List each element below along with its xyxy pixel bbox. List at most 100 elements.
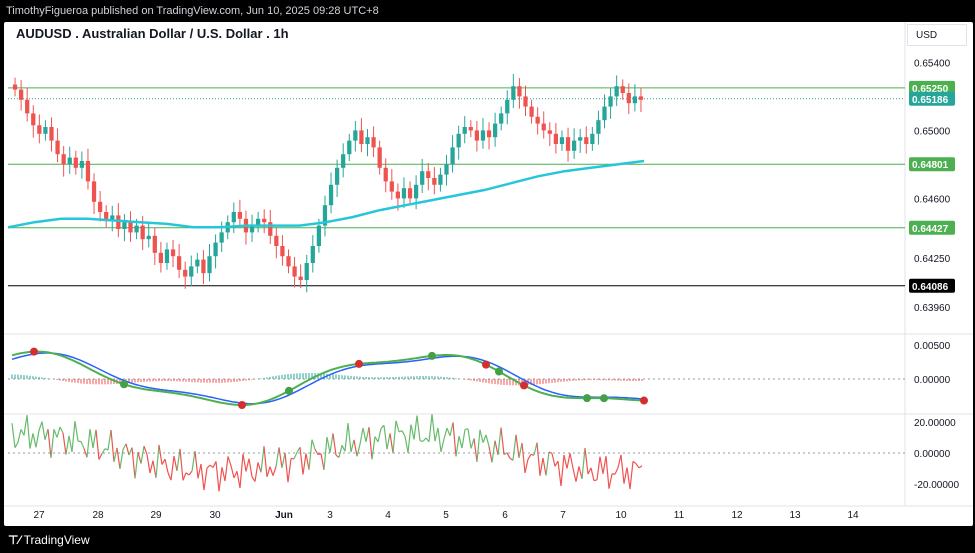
- time-tick-label: 28: [92, 510, 104, 521]
- osc-line-segment: [356, 444, 361, 457]
- candle-body: [413, 184, 419, 199]
- osc-line-segment: [50, 429, 55, 458]
- candle-body: [420, 171, 425, 185]
- candle-body: [505, 99, 510, 114]
- osc-line-segment: [101, 448, 106, 454]
- osc-line-segment: [497, 427, 502, 456]
- osc-line-segment: [431, 414, 436, 442]
- candle-body: [31, 113, 36, 126]
- currency-selector[interactable]: USD: [907, 24, 967, 46]
- brand-bar: ⊤⁄ TradingView: [0, 527, 975, 553]
- osc-line-segment: [626, 467, 631, 489]
- osc-line-segment: [305, 453, 310, 470]
- candle-body: [195, 259, 200, 267]
- candle-body: [219, 232, 224, 243]
- candle-body: [529, 106, 534, 117]
- osc-line-segment: [188, 470, 193, 476]
- osc-line-segment: [617, 454, 622, 468]
- macd-cross-up-marker: [495, 367, 503, 376]
- osc-line-segment: [59, 426, 64, 434]
- candle-body: [578, 137, 583, 141]
- publisher-bar: TimothyFigueroa published on TradingView…: [0, 0, 975, 22]
- osc-line-segment: [173, 456, 178, 472]
- time-tick-label: 29: [150, 510, 162, 521]
- candle-body: [371, 137, 376, 148]
- osc-line-segment: [452, 422, 457, 457]
- candle-body: [499, 113, 504, 124]
- osc-line-segment: [56, 426, 61, 438]
- candle-body: [474, 130, 480, 141]
- candle-body: [492, 123, 498, 138]
- osc-line-segment: [272, 466, 277, 476]
- osc-line-segment: [47, 429, 52, 458]
- osc-line-segment: [353, 439, 358, 457]
- osc-line-segment: [605, 456, 610, 489]
- candle-body: [389, 181, 394, 192]
- osc-line-segment: [359, 427, 364, 445]
- osc-line-segment: [371, 436, 376, 460]
- price-tick-label: 0.64250: [914, 254, 951, 265]
- price-level-label: 0.64086: [912, 282, 949, 293]
- osc-line-segment: [68, 435, 73, 453]
- time-tick-label: 7: [560, 510, 566, 521]
- osc-line-segment: [155, 444, 160, 478]
- candle-body: [249, 225, 255, 233]
- osc-line-segment: [116, 447, 121, 470]
- macd-cross-up-marker: [120, 380, 128, 389]
- candle-body: [347, 140, 352, 155]
- osc-line-segment: [329, 433, 334, 453]
- candle-body: [43, 127, 48, 134]
- candle-body: [262, 218, 267, 223]
- osc-line-segment: [257, 462, 262, 473]
- osc-line-segment: [539, 457, 544, 476]
- osc-line-segment: [602, 456, 607, 474]
- osc-line-segment: [419, 440, 424, 442]
- osc-line-segment: [182, 472, 187, 481]
- osc-line-segment: [491, 440, 496, 463]
- osc-line-segment: [161, 458, 166, 465]
- chart-panel[interactable]: 0.65400 0.65000 0.64600 0.64250 0.63960 0.652…: [4, 22, 973, 526]
- osc-line-segment: [515, 434, 520, 458]
- candle-body: [590, 133, 595, 144]
- candle-body: [638, 96, 644, 100]
- publisher-line: TimothyFigueroa published on TradingView…: [6, 5, 379, 17]
- osc-line-segment: [608, 473, 613, 489]
- osc-line-segment: [44, 429, 49, 440]
- candle-body: [255, 218, 261, 226]
- chart-canvas[interactable]: 0.65400 0.65000 0.64600 0.64250 0.63960 0.652…: [4, 22, 973, 526]
- osc-line-segment: [221, 467, 226, 482]
- osc-line-segment: [377, 428, 382, 443]
- osc-line-segment: [611, 473, 616, 475]
- candle-body: [298, 276, 303, 280]
- osc-line-segment: [209, 464, 214, 469]
- osc-line-segment: [242, 453, 247, 472]
- osc-line-segment: [278, 447, 283, 468]
- candle-body: [104, 212, 109, 221]
- osc-line-segment: [575, 466, 580, 482]
- osc-line-segment: [446, 427, 451, 436]
- osc-line-segment: [191, 451, 196, 472]
- osc-line-segment: [71, 421, 76, 453]
- osc-line-segment: [26, 415, 31, 449]
- osc-line-segment: [488, 446, 493, 463]
- osc-line-segment: [536, 442, 541, 476]
- osc-line-segment: [80, 441, 85, 449]
- osc-line-segment: [143, 445, 148, 455]
- osc-line-segment: [263, 446, 268, 477]
- osc-line-segment: [437, 427, 442, 452]
- osc-line-segment: [332, 433, 337, 456]
- candle-body: [158, 252, 164, 263]
- time-tick-label: 5: [443, 510, 449, 521]
- candle-body: [316, 225, 322, 246]
- osc-line-segment: [245, 458, 250, 472]
- osc-line-segment: [158, 444, 163, 465]
- candle-body: [91, 181, 97, 202]
- osc-line-segment: [164, 458, 169, 473]
- osc-line-segment: [314, 448, 319, 455]
- macd-cross-down-marker: [520, 381, 528, 390]
- osc-line-segment: [620, 454, 625, 484]
- candle-body: [468, 127, 473, 131]
- time-tick-label: 13: [789, 510, 801, 521]
- macd-cross-down-marker: [355, 359, 363, 368]
- time-tick-label: 30: [209, 510, 221, 521]
